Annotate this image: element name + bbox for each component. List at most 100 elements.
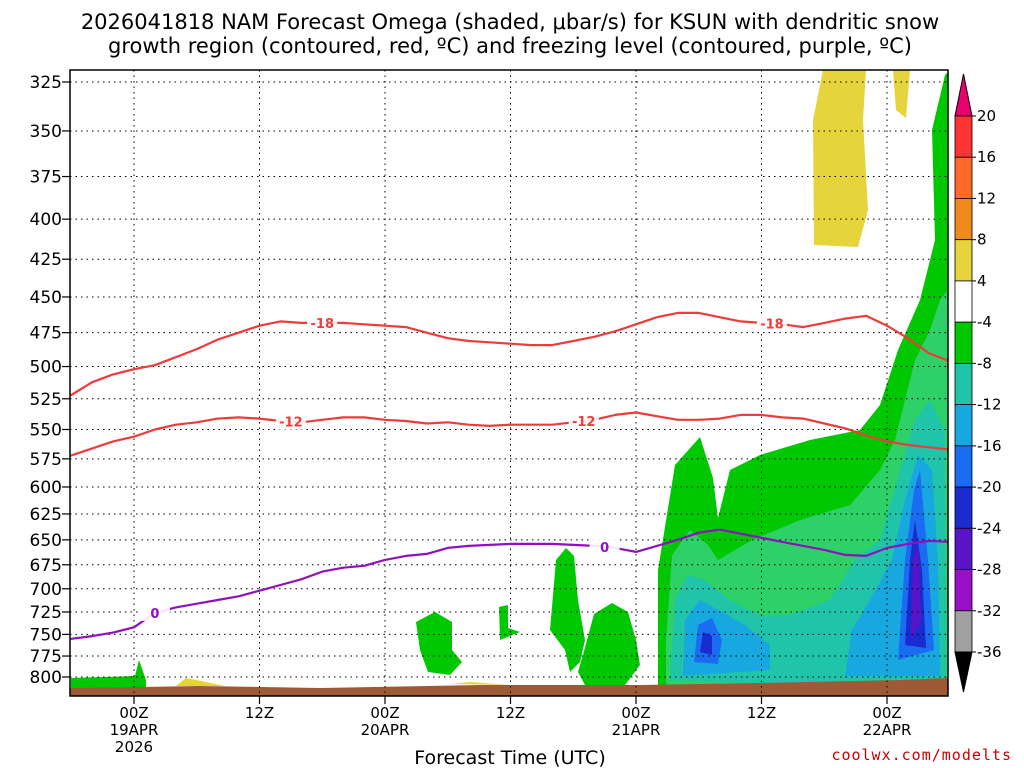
x-tick-label: 19APR — [110, 721, 159, 739]
contour-label-background — [307, 314, 338, 331]
colorbar-bottom-arrow — [954, 651, 973, 693]
y-tick-label: 400 — [30, 210, 62, 230]
y-tick-label: 600 — [30, 478, 62, 498]
y-tick-label: 675 — [30, 556, 62, 576]
x-tick-label: 00Z — [370, 704, 399, 722]
contour-lines — [70, 311, 948, 641]
x-tick-label: 21APR — [612, 721, 661, 739]
plot-frame — [69, 69, 949, 697]
contour-label-background — [139, 604, 170, 621]
colorbar-tick-label: -24 — [977, 519, 1002, 537]
y-tick-label: 700 — [30, 580, 62, 600]
colorbar-tick-label: -28 — [977, 561, 1002, 579]
omega-negative-region — [550, 548, 585, 672]
y-tick-label: 425 — [30, 250, 62, 270]
y-tick-label: 475 — [30, 324, 62, 344]
chart-title-line-1: 2026041818 NAM Forecast Omega (shaded, μ… — [81, 10, 939, 34]
y-tick-label: 725 — [30, 603, 62, 623]
colorbar-band — [954, 404, 973, 447]
omega-negative-region — [578, 603, 640, 685]
colorbar-tick-label: -12 — [977, 396, 1002, 414]
x-tick-label: 12Z — [496, 704, 525, 722]
x-tick-label: 2026 — [115, 738, 153, 756]
y-tick-label: 350 — [30, 122, 62, 142]
contour-label-background — [275, 413, 306, 430]
x-tick-label: 22APR — [863, 721, 912, 739]
credit-text: coolwx.com/modelts — [831, 746, 1012, 764]
omega-positive-region — [813, 70, 868, 247]
contour-labels: -18 -18 -12 -12 0 0 — [139, 314, 787, 622]
colorbar-band — [954, 569, 973, 612]
omega-negative-region — [499, 605, 520, 640]
y-tick-label: 500 — [30, 358, 62, 378]
x-tick-label: 20APR — [361, 721, 410, 739]
grid — [70, 70, 948, 696]
colorbar-band — [954, 156, 973, 199]
colorbar-band — [954, 486, 973, 529]
y-tick-label: 775 — [30, 647, 62, 667]
omega-positive-region — [893, 70, 910, 118]
contour-label: -18 — [760, 318, 784, 333]
colorbar-band — [954, 280, 973, 323]
colorbar-tick-label: -4 — [977, 313, 992, 331]
y-tick-label: 325 — [30, 73, 62, 93]
colorbar-tick-label: 8 — [977, 231, 987, 249]
colorbar-band — [954, 362, 973, 406]
colorbar-band — [954, 527, 973, 570]
colorbar-tick-label: 12 — [977, 189, 996, 207]
contour-label: 0 — [150, 607, 159, 622]
x-axis-label: Forecast Time (UTC) — [414, 747, 605, 768]
colorbar-band — [954, 610, 973, 653]
omega-positive-region — [176, 678, 225, 686]
colorbar-band — [954, 198, 973, 241]
contour-label: -18 — [311, 317, 335, 332]
colorbar-band — [954, 321, 973, 364]
contour-label: -12 — [279, 416, 303, 431]
y-tick-label: 650 — [30, 531, 62, 551]
y-tick-label: 800 — [30, 668, 62, 688]
terrain — [70, 678, 948, 696]
colorbar-tick-label: -8 — [977, 354, 992, 372]
contour-label-background — [589, 538, 620, 555]
contour-label: -12 — [572, 415, 596, 430]
y-tick-label: 575 — [30, 450, 62, 470]
colorbar-tick-label: -20 — [977, 478, 1002, 496]
colorbar-top-arrow — [954, 73, 973, 117]
x-tick-label: 00Z — [119, 704, 148, 722]
colorbar: 20 16 12 8 4 -4 -8 -12 -16 -20 -24 -28 -32 -36 — [954, 73, 1002, 693]
contour-label: 0 — [600, 541, 609, 556]
contour-isotherm-minus12 — [70, 411, 948, 457]
y-tick-label: 375 — [30, 168, 62, 188]
colorbar-tick-label: -16 — [977, 437, 1002, 455]
y-axis: 325 350 375 400 425 450 475 500 525 550 575 600 625 6… — [30, 73, 70, 688]
y-tick-label: 550 — [30, 421, 62, 441]
omega-negative-region — [700, 632, 712, 655]
colorbar-tick-label: -32 — [977, 602, 1002, 620]
y-tick-label: 525 — [30, 390, 62, 410]
colorbar-band — [954, 239, 973, 282]
contour-isotherm-minus18 — [70, 311, 948, 397]
colorbar-tick-label: 4 — [977, 272, 987, 290]
omega-negative-region — [71, 660, 146, 690]
y-tick-label: 625 — [30, 505, 62, 525]
omega-negative-region — [911, 545, 921, 640]
colorbar-tick-label: -36 — [977, 643, 1002, 661]
colorbar-band — [954, 445, 973, 488]
x-tick-label: 00Z — [621, 704, 650, 722]
x-tick-label: 12Z — [747, 704, 776, 722]
colorbar-tick-label: 20 — [977, 107, 996, 125]
chart-title-line-2: growth region (contoured, red, ºC) and f… — [108, 34, 912, 58]
colorbar-band — [954, 115, 973, 158]
x-tick-label: 00Z — [872, 704, 901, 722]
colorbar-tick-label: 16 — [977, 148, 996, 166]
y-tick-label: 750 — [30, 625, 62, 645]
contour-label-background — [756, 315, 787, 332]
omega-positive-region — [450, 682, 510, 685]
contour-label-background — [568, 413, 599, 430]
contour-freezing-level — [70, 528, 948, 641]
y-tick-label: 450 — [30, 288, 62, 308]
omega-negative-region — [416, 612, 462, 675]
x-tick-label: 12Z — [245, 704, 274, 722]
